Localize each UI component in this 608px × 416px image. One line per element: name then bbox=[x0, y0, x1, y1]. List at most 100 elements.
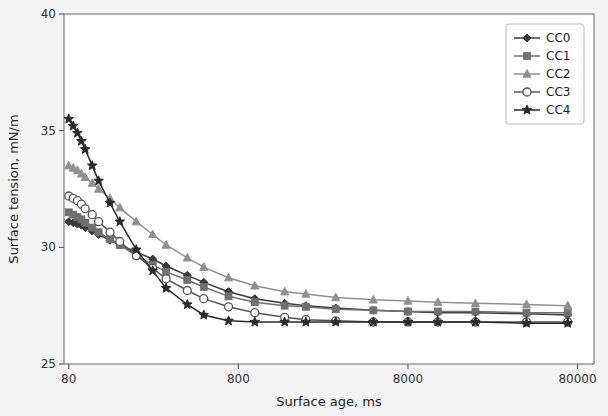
point bbox=[471, 317, 481, 326]
point bbox=[225, 293, 232, 300]
point bbox=[369, 317, 379, 326]
point bbox=[302, 290, 310, 298]
point bbox=[95, 218, 103, 226]
point bbox=[161, 283, 171, 292]
point bbox=[80, 144, 90, 153]
x-tick-label: 80 bbox=[61, 372, 76, 386]
point bbox=[332, 304, 340, 312]
point bbox=[105, 198, 115, 207]
point bbox=[162, 275, 170, 283]
point bbox=[225, 273, 233, 281]
point bbox=[87, 161, 97, 170]
point bbox=[434, 298, 442, 306]
legend-label: CC4 bbox=[546, 103, 570, 117]
point bbox=[472, 308, 479, 315]
x-tick bbox=[68, 364, 69, 369]
x-tick bbox=[577, 364, 578, 369]
legend-marker bbox=[522, 105, 532, 114]
point bbox=[523, 309, 530, 316]
point bbox=[471, 309, 479, 317]
y-tick-label: 35 bbox=[41, 124, 56, 138]
point bbox=[251, 309, 259, 317]
point bbox=[403, 317, 413, 326]
point bbox=[405, 308, 412, 315]
point bbox=[523, 310, 531, 318]
y-tick bbox=[59, 130, 64, 131]
chart: 8080080008000025303540Surface age, msSur… bbox=[0, 0, 608, 416]
point bbox=[563, 318, 573, 327]
point bbox=[183, 287, 191, 295]
point bbox=[81, 173, 89, 181]
point bbox=[433, 317, 443, 326]
axes: 8080080008000025303540Surface age, msSur… bbox=[6, 7, 597, 409]
y-tick-label: 25 bbox=[41, 357, 56, 371]
point bbox=[434, 308, 441, 315]
legend-marker bbox=[523, 70, 531, 78]
point bbox=[522, 318, 532, 327]
point bbox=[132, 217, 140, 225]
point bbox=[95, 229, 102, 236]
x-tick-label: 800 bbox=[227, 372, 250, 386]
point bbox=[434, 318, 442, 326]
legend: CC0 CC1 CC2 CC3 CC4 bbox=[506, 24, 584, 124]
y-tick bbox=[59, 364, 64, 365]
point bbox=[434, 309, 442, 317]
point bbox=[331, 317, 341, 326]
y-axis-label: Surface tension, mN/m bbox=[6, 114, 21, 263]
point bbox=[88, 211, 96, 219]
y-tick-label: 30 bbox=[41, 240, 56, 254]
legend-marker bbox=[523, 88, 531, 96]
point bbox=[184, 277, 191, 284]
point bbox=[148, 266, 158, 275]
point bbox=[250, 317, 260, 326]
point bbox=[106, 236, 114, 244]
legend-box bbox=[506, 24, 584, 124]
point bbox=[82, 219, 89, 226]
point bbox=[81, 205, 89, 213]
legend-label: CC3 bbox=[546, 85, 570, 99]
point bbox=[564, 301, 572, 309]
series-line bbox=[69, 119, 568, 323]
y-tick bbox=[59, 247, 64, 248]
point bbox=[471, 318, 479, 326]
point bbox=[369, 295, 377, 303]
point bbox=[224, 316, 234, 325]
point bbox=[64, 114, 74, 123]
point bbox=[332, 306, 339, 313]
point bbox=[77, 136, 87, 145]
point bbox=[131, 245, 141, 254]
y-tick-label: 40 bbox=[41, 7, 56, 21]
point bbox=[332, 293, 340, 301]
point bbox=[280, 317, 290, 326]
legend-label: CC2 bbox=[546, 67, 570, 81]
point bbox=[199, 310, 209, 319]
point bbox=[94, 176, 104, 185]
point bbox=[301, 317, 311, 326]
series-line bbox=[69, 166, 568, 306]
point bbox=[200, 263, 208, 271]
data-area bbox=[64, 114, 572, 327]
series bbox=[64, 114, 572, 327]
plot-background bbox=[64, 14, 594, 364]
legend-label: CC0 bbox=[546, 31, 570, 45]
point bbox=[68, 121, 78, 130]
point bbox=[106, 228, 114, 236]
point bbox=[225, 303, 233, 311]
point bbox=[149, 230, 157, 238]
point bbox=[89, 224, 96, 231]
point bbox=[302, 302, 310, 310]
point bbox=[404, 308, 412, 316]
point bbox=[183, 253, 191, 261]
point bbox=[116, 203, 124, 211]
point bbox=[251, 281, 259, 289]
series-line bbox=[69, 222, 568, 315]
legend-label: CC1 bbox=[546, 49, 570, 63]
point bbox=[183, 300, 193, 309]
point bbox=[200, 295, 208, 303]
point bbox=[404, 297, 412, 305]
point bbox=[369, 318, 377, 326]
series bbox=[65, 192, 572, 326]
x-axis-label: Surface age, ms bbox=[276, 394, 382, 409]
point bbox=[251, 299, 258, 306]
series bbox=[65, 161, 572, 309]
